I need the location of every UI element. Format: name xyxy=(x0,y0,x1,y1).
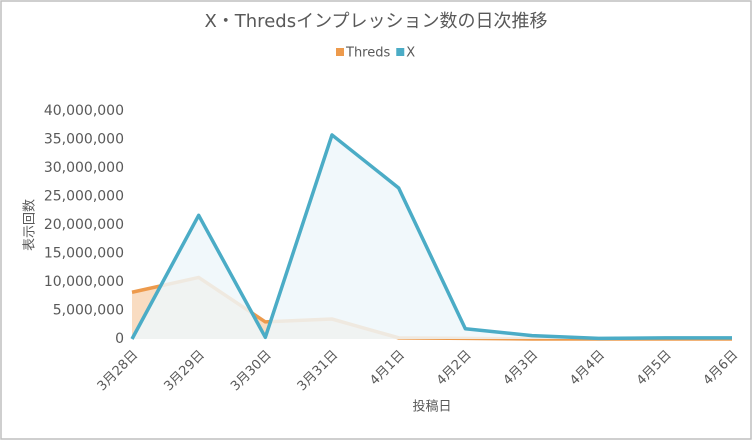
y-tick-label: 30,000,000 xyxy=(44,160,124,176)
legend-label: Threds xyxy=(345,46,390,61)
y-tick-label: 5,000,000 xyxy=(53,303,124,319)
x-axis-title: 投稿日 xyxy=(412,399,451,415)
y-tick-label: 0 xyxy=(115,331,124,347)
y-tick-label: 40,000,000 xyxy=(44,103,124,119)
y-tick-label: 20,000,000 xyxy=(44,217,124,233)
legend-marker xyxy=(336,48,344,56)
chart-title: X・Thredsインプレッション数の日次推移 xyxy=(204,11,547,32)
legend-marker xyxy=(396,48,405,56)
y-axis-title: 表示回数 xyxy=(23,199,38,251)
y-tick-label: 10,000,000 xyxy=(44,274,124,290)
y-tick-label: 15,000,000 xyxy=(44,246,124,262)
line xyxy=(130,133,732,341)
legend-label: X xyxy=(406,46,415,61)
y-tick-label: 25,000,000 xyxy=(44,189,124,205)
y-tick-label: 35,000,000 xyxy=(44,132,124,148)
